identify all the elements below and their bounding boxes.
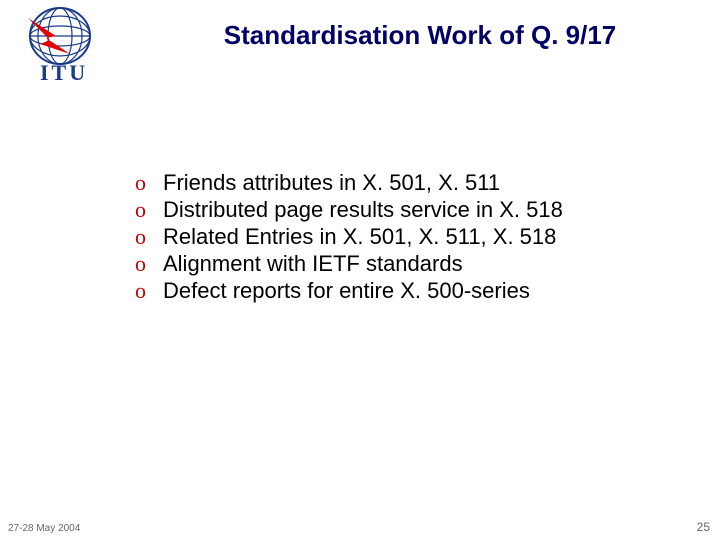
footer-page-number: 25 <box>697 520 710 534</box>
slide-title: Standardisation Work of Q. 9/17 <box>180 20 660 51</box>
bullet-marker: o <box>135 278 163 304</box>
list-item: o Defect reports for entire X. 500-serie… <box>135 278 675 304</box>
svg-text:ITU: ITU <box>40 60 88 84</box>
bullet-marker: o <box>135 170 163 196</box>
bullet-text: Distributed page results service in X. 5… <box>163 197 563 223</box>
list-item: o Friends attributes in X. 501, X. 511 <box>135 170 675 196</box>
footer-date: 27-28 May 2004 <box>8 523 80 534</box>
list-item: o Alignment with IETF standards <box>135 251 675 277</box>
bullet-text: Defect reports for entire X. 500-series <box>163 278 530 304</box>
bullet-text: Friends attributes in X. 501, X. 511 <box>163 170 500 196</box>
slide: ITU Standardisation Work of Q. 9/17 o Fr… <box>0 0 720 540</box>
bullet-marker: o <box>135 224 163 250</box>
list-item: o Distributed page results service in X.… <box>135 197 675 223</box>
list-item: o Related Entries in X. 501, X. 511, X. … <box>135 224 675 250</box>
bullet-text: Alignment with IETF standards <box>163 251 463 277</box>
bullet-marker: o <box>135 251 163 277</box>
itu-logo: ITU <box>10 6 110 84</box>
bullet-marker: o <box>135 197 163 223</box>
bullet-list: o Friends attributes in X. 501, X. 511 o… <box>135 170 675 305</box>
bullet-text: Related Entries in X. 501, X. 511, X. 51… <box>163 224 556 250</box>
